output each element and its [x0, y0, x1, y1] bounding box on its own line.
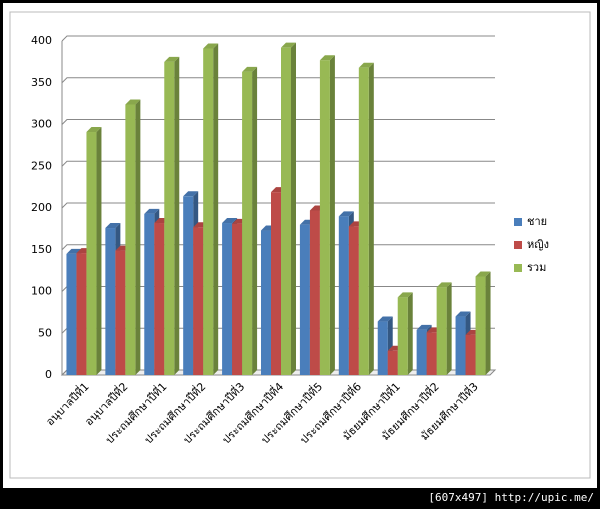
- grid-line: [61, 77, 495, 84]
- bar-side: [446, 282, 452, 375]
- legend-label: ชาย: [527, 215, 547, 228]
- bar: [125, 104, 136, 376]
- bar: [299, 224, 310, 375]
- bar: [436, 287, 447, 375]
- bar: [387, 350, 398, 375]
- y-tick-label: 200: [31, 201, 52, 214]
- bar-side: [407, 292, 413, 375]
- bar-top: [338, 211, 354, 217]
- bar-top: [416, 324, 432, 330]
- bar-side: [135, 99, 141, 376]
- bar-top: [203, 43, 219, 49]
- bar-top: [144, 208, 160, 214]
- bar: [475, 276, 486, 375]
- bar-top: [222, 218, 238, 224]
- bar: [338, 216, 349, 375]
- bar: [66, 253, 77, 375]
- bar: [271, 192, 281, 375]
- y-tick-label: 100: [31, 285, 52, 298]
- legend-swatch: [514, 264, 522, 272]
- bar-top: [125, 99, 141, 105]
- y-tick-label: 50: [38, 326, 52, 339]
- bar: [183, 196, 194, 375]
- bar: [193, 227, 204, 375]
- bar-top: [183, 191, 199, 197]
- bar: [377, 321, 388, 375]
- bar: [426, 332, 437, 375]
- grid-line: [61, 35, 495, 42]
- bar-side: [252, 66, 258, 376]
- y-tick-label: 250: [31, 159, 52, 172]
- bar-top: [358, 62, 374, 68]
- bar: [144, 213, 155, 375]
- bar-side: [174, 56, 180, 375]
- bar-top: [319, 55, 335, 61]
- bar: [86, 132, 97, 375]
- bar: [222, 223, 233, 375]
- bar: [465, 334, 476, 375]
- bar: [76, 253, 87, 375]
- bar: [115, 250, 126, 375]
- bar: [319, 60, 330, 376]
- bar-side: [329, 55, 335, 375]
- grid-line: [61, 160, 495, 167]
- bar: [416, 329, 427, 375]
- bar: [105, 228, 116, 375]
- bar-top: [164, 56, 180, 62]
- legend-label: หญิง: [527, 238, 549, 251]
- legend-label: รวม: [527, 261, 546, 274]
- bar: [281, 47, 291, 376]
- bar: [348, 226, 359, 375]
- bar-side: [213, 43, 219, 375]
- bar-top: [242, 66, 258, 72]
- bar-top: [86, 127, 102, 133]
- bar-top: [455, 311, 471, 317]
- bar: [397, 297, 408, 375]
- y-tick-label: 350: [31, 76, 52, 89]
- bar-top: [436, 282, 452, 288]
- y-tick-label: 400: [31, 34, 52, 47]
- bar-top: [397, 292, 413, 298]
- legend-swatch: [514, 218, 522, 226]
- bar-side: [96, 127, 102, 375]
- bar: [261, 230, 271, 375]
- y-tick-label: 0: [45, 368, 52, 381]
- footer: [607x497] http://upic.me/: [428, 491, 594, 504]
- bar: [455, 316, 466, 375]
- y-tick-label: 300: [31, 118, 52, 131]
- bar: [203, 48, 214, 375]
- grid-line: [61, 119, 495, 125]
- bar-side: [485, 271, 491, 375]
- bar-top: [281, 42, 296, 48]
- bar: [309, 210, 320, 375]
- bar-top: [377, 316, 393, 322]
- legend-swatch: [514, 241, 522, 249]
- grid-line: [61, 202, 495, 209]
- bar: [164, 61, 175, 375]
- bar-top: [475, 271, 491, 277]
- bar: [232, 223, 243, 375]
- bar: [242, 71, 253, 376]
- bar-side: [291, 42, 296, 376]
- chart-border: [9, 11, 591, 479]
- bar-side: [368, 62, 374, 375]
- y-tick-label: 150: [31, 243, 52, 256]
- bar-top: [105, 223, 121, 229]
- bar: [154, 223, 165, 375]
- bar: [358, 67, 369, 375]
